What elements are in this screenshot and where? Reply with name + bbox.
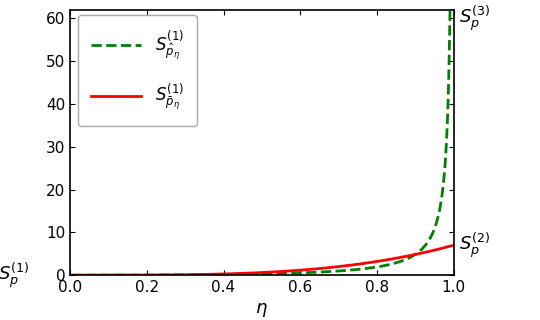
Line: $S_{\hat{p}_\eta}^{(1)}$: $S_{\hat{p}_\eta}^{(1)}$ (71, 10, 453, 275)
$S_{\bar{p}_\eta}^{(1)}$ (214, 272, 220, 276)
Legend: $S_{\hat{p}_\eta}^{(1)}$, $S_{\bar{p}_\eta}^{(1)}$: $S_{\hat{p}_\eta}^{(1)}$, $S_{\bar{p}_\e… (78, 15, 197, 126)
$S_{\hat{p}_\eta}^{(1)}$ (134, 273, 140, 277)
$S_{\bar{p}_\eta}^{(1)}$ (68, 273, 74, 277)
Text: $S_p^{(3)}$: $S_p^{(3)}$ (459, 4, 490, 33)
$S_{\hat{p}_\eta}^{(1)}$ (450, 8, 456, 12)
$S_{\hat{p}_\eta}^{(1)}$ (447, 8, 453, 12)
$S_{\hat{p}_\eta}^{(1)}$ (68, 273, 74, 277)
$S_{\hat{p}_\eta}^{(1)}$ (401, 258, 408, 262)
Line: $S_{\bar{p}_\eta}^{(1)}$: $S_{\bar{p}_\eta}^{(1)}$ (71, 245, 453, 275)
$S_{\bar{p}_\eta}^{(1)}$ (111, 273, 118, 277)
$S_{\bar{p}_\eta}^{(1)}$ (401, 255, 408, 259)
$S_{\hat{p}_\eta}^{(1)}$ (231, 272, 237, 276)
$S_{\hat{p}_\eta}^{(1)}$ (214, 273, 220, 276)
Text: $S_p^{(2)}$: $S_p^{(2)}$ (459, 230, 490, 260)
$S_{\hat{p}_\eta}^{(1)}$ (442, 154, 449, 158)
$S_{\bar{p}_\eta}^{(1)}$ (450, 244, 456, 247)
$S_{\bar{p}_\eta}^{(1)}$ (231, 272, 237, 276)
Text: $S_p^{(1)}$: $S_p^{(1)}$ (0, 260, 29, 290)
$S_{\bar{p}_\eta}^{(1)}$ (134, 273, 140, 277)
X-axis label: $\eta$: $\eta$ (255, 300, 268, 319)
$S_{\hat{p}_\eta}^{(1)}$ (111, 273, 118, 277)
$S_{\bar{p}_\eta}^{(1)}$ (442, 245, 449, 249)
